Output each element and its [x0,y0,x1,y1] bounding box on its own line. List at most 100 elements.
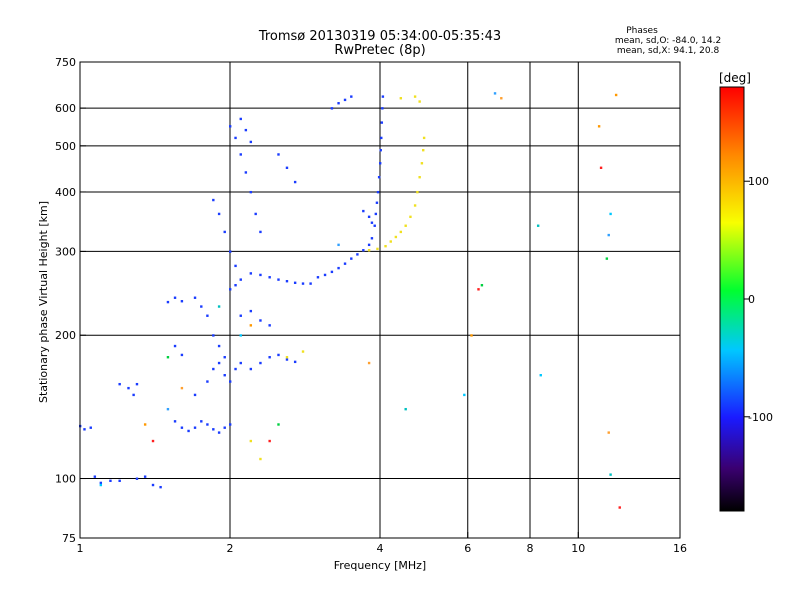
data-point [93,475,97,478]
data-point [609,212,612,216]
data-point [367,361,371,365]
data-point [323,273,327,277]
data-point [135,382,139,386]
data-point [200,305,203,308]
colorbar-gradient [719,86,745,512]
data-point [330,270,334,274]
data-point [418,100,421,103]
data-point [229,423,232,426]
data-point [343,262,347,265]
data-point [217,344,221,348]
data-point [420,162,424,165]
data-point [249,272,253,275]
data-point [380,136,383,140]
data-point [301,282,305,285]
data-point [229,125,232,128]
data-point [377,175,381,179]
data-point [200,420,203,423]
data-point [404,407,407,411]
data-point [118,479,121,483]
data-point [500,97,503,100]
data-point [316,276,320,279]
data-point [404,224,407,227]
data-point [173,344,177,348]
data-point [277,353,280,357]
data-point [285,280,289,283]
data-point [229,288,232,291]
data-point [362,249,365,252]
data-point [206,380,209,383]
data-point [480,284,484,287]
data-point [109,479,112,483]
data-point [416,190,419,194]
data-point [89,426,92,429]
phase-stats-x-mode: mean, sd,X: 94.1, 20.8 [617,46,720,56]
colorbar-label: [deg] [719,71,751,85]
data-point [597,125,601,128]
data-point [223,374,226,377]
data-point [463,393,466,397]
data-point [350,95,353,98]
data-point [367,243,371,247]
data-point [239,117,242,121]
data-point [413,95,417,98]
data-point [239,361,242,365]
data-point [277,153,280,156]
data-point [376,247,379,251]
data-point [268,276,271,279]
data-point [375,201,379,204]
data-point [249,190,253,194]
data-point [470,334,473,337]
y-tick-label: 100 [55,473,76,486]
data-point [609,473,612,476]
data-point [384,244,387,248]
chart-subtitle: RwPretec (8p) [334,43,425,58]
data-point [249,140,253,144]
data-point [234,284,237,287]
data-point [277,423,280,426]
x-tick-label: 16 [673,542,687,555]
phase-colorbar: [deg] 100 0 -100 [719,71,773,512]
data-point [422,148,425,152]
data-point [301,350,305,353]
x-axis-label: Frequency [MHz] [334,559,426,572]
data-point [244,128,248,132]
data-point [409,215,412,219]
data-point [143,423,147,426]
data-point [370,237,374,240]
y-tick-label: 500 [55,140,76,153]
data-point [229,380,232,383]
x-tick-label: 8 [527,542,534,555]
data-point [367,249,371,252]
data-point [413,204,417,207]
colorbar-tick-label: 100 [748,175,769,188]
data-point [151,483,155,487]
data-points [79,92,621,509]
data-point [539,374,542,377]
data-point [399,97,403,100]
data-point [293,360,297,364]
data-point [418,175,421,179]
data-point [99,483,103,487]
data-point [239,153,242,156]
data-point [259,457,262,461]
data-point [180,386,184,390]
chart-title: Tromsø 20130319 05:34:00-05:35:43 [258,29,501,44]
data-point [223,426,226,429]
data-point [127,386,130,390]
data-point [285,356,289,359]
data-point [244,171,248,174]
data-point [229,250,232,253]
phase-stats-box: Phases mean, sd,O: -84.0, 14.2 mean, sd,… [615,26,721,56]
x-tick-label: 10 [571,542,585,555]
data-point [309,282,312,285]
data-point [249,309,253,313]
data-point [268,324,271,327]
data-point [180,426,184,429]
data-point [217,361,221,365]
data-point [166,407,170,411]
x-tick-label: 6 [464,542,471,555]
data-point [234,367,237,371]
data-point [173,296,177,299]
